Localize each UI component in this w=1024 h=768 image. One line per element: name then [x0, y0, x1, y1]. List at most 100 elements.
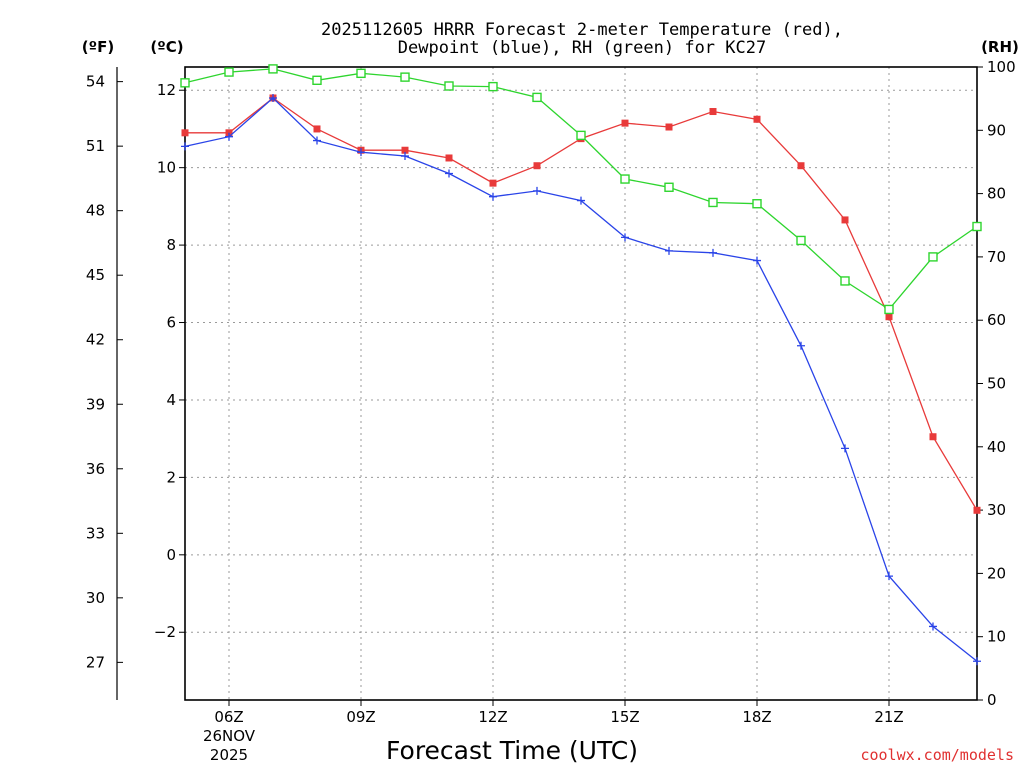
dewpoint-point-6: [225, 132, 233, 141]
rh-tick-label-80: 80: [987, 185, 1006, 203]
temperature-point-10: [401, 146, 409, 154]
rh-tick-label-90: 90: [987, 121, 1006, 139]
chart-title-line1: 2025112605 HRRR Forecast 2-meter Tempera…: [321, 20, 843, 40]
rh-point-10: [400, 72, 410, 82]
rh-tick-label-10: 10: [987, 628, 1006, 646]
temperature-point-15: [621, 119, 629, 127]
temperature-line: [185, 97, 978, 511]
dewpoint-point-15: [621, 233, 629, 242]
date-label-day: 26NOV: [203, 727, 256, 745]
rh-line: [184, 68, 978, 311]
rh-tick-label-40: 40: [987, 438, 1006, 456]
rh-point-20: [840, 276, 850, 286]
dewpoint-point-12: [489, 192, 497, 201]
rh-point-16: [664, 182, 674, 192]
fahrenheit-tick-label-48: 48: [86, 202, 105, 220]
temperature-point-18: [753, 115, 761, 123]
rh-tick-label-70: 70: [987, 248, 1006, 266]
x-tick-label-12Z: 12Z: [478, 708, 507, 726]
temperature-point-21: [885, 313, 893, 321]
fahrenheit-tick-label-27: 27: [86, 653, 105, 671]
dewpoint-point-20: [841, 444, 849, 453]
rh-point-17: [708, 197, 718, 208]
rh-point-19: [796, 235, 806, 246]
dewpoint-point-10: [401, 152, 409, 161]
dewpoint-point-8: [313, 136, 321, 145]
rh-point-15: [620, 174, 630, 184]
dewpoint-point-9: [357, 148, 365, 157]
x-axis-title: Forecast Time (UTC): [386, 736, 638, 765]
fahrenheit-tick-label-33: 33: [86, 524, 105, 542]
celsius-tick-label-2: 2: [166, 468, 176, 486]
dewpoint-point-7: [269, 93, 277, 102]
rh-point-21: [884, 304, 894, 315]
temperature-point-23: [973, 506, 981, 514]
celsius-tick-label-12: 12: [157, 81, 176, 99]
grid-lines: [185, 67, 977, 700]
celsius-tick-label-6: 6: [166, 314, 176, 332]
x-tick-label-15Z: 15Z: [610, 708, 639, 726]
temperature-point-16: [665, 123, 673, 131]
rh-point-9: [356, 68, 366, 79]
axes: 06Z 09Z 12Z 15Z 18Z 21Z26NOV2025121086420−254…: [86, 58, 1016, 764]
fahrenheit-tick-label-39: 39: [86, 395, 105, 413]
temperature-point-17: [709, 108, 717, 116]
rh-point-23: [972, 221, 982, 232]
rh-point-18: [752, 199, 762, 209]
rh-tick-label-50: 50: [987, 375, 1006, 393]
fahrenheit-tick-label-36: 36: [86, 460, 105, 478]
rh-tick-label-60: 60: [987, 311, 1006, 329]
dewpoint-point-21: [885, 572, 893, 581]
temperature-point-19: [797, 162, 805, 170]
temperature-point-5: [181, 129, 189, 137]
date-label-year: 2025: [210, 746, 248, 764]
dewpoint-series: [181, 93, 981, 666]
x-tick-label-18Z: 18Z: [742, 708, 771, 726]
rh-point-22: [928, 252, 938, 262]
rh-series: [180, 64, 982, 315]
rh-point-13: [532, 92, 542, 103]
dewpoint-point-11: [445, 169, 453, 178]
chart-title-line2: Dewpoint (blue), RH (green) for KC27: [398, 38, 766, 58]
x-tick-label-09Z: 09Z: [346, 708, 375, 726]
plot-frame: [184, 66, 978, 701]
temperature-point-11: [445, 154, 453, 162]
rh-point-12: [488, 81, 498, 92]
fahrenheit-tick-label-30: 30: [86, 589, 105, 607]
dewpoint-point-5: [181, 142, 189, 151]
data-series: [180, 64, 982, 666]
temperature-point-8: [313, 125, 321, 133]
rh-point-7: [268, 64, 278, 74]
dewpoint-point-14: [577, 196, 585, 205]
fahrenheit-tick-label-42: 42: [86, 331, 105, 349]
temperature-point-20: [841, 216, 849, 224]
rh-tick-label-0: 0: [987, 691, 997, 709]
celsius-tick-label-0: 0: [166, 546, 176, 564]
rh-tick-label-100: 100: [987, 58, 1016, 76]
celsius-tick-label--2: −2: [154, 623, 176, 641]
fahrenheit-unit-label: (ºF): [82, 38, 114, 56]
temperature-point-13: [533, 162, 541, 170]
rh-point-11: [444, 81, 454, 91]
x-tick-label-06Z: 06Z: [214, 708, 243, 726]
temperature-point-22: [929, 433, 937, 441]
dewpoint-point-18: [753, 256, 761, 265]
rh-unit-label: (RH): [981, 38, 1019, 56]
celsius-unit-label: (ºC): [150, 38, 183, 56]
temperature-series: [181, 94, 981, 514]
dewpoint-point-23: [973, 657, 981, 666]
dewpoint-point-16: [665, 246, 673, 255]
dewpoint-point-22: [929, 622, 937, 631]
dewpoint-line: [184, 97, 978, 662]
rh-point-5: [180, 78, 190, 88]
temperature-point-12: [489, 179, 497, 187]
fahrenheit-tick-label-54: 54: [86, 73, 105, 91]
rh-point-8: [312, 75, 322, 85]
dewpoint-point-19: [797, 341, 805, 350]
rh-tick-label-30: 30: [987, 501, 1006, 519]
rh-point-6: [224, 67, 234, 77]
rh-tick-label-20: 20: [987, 564, 1006, 582]
fahrenheit-tick-label-51: 51: [86, 137, 105, 155]
x-tick-label-21Z: 21Z: [874, 708, 903, 726]
